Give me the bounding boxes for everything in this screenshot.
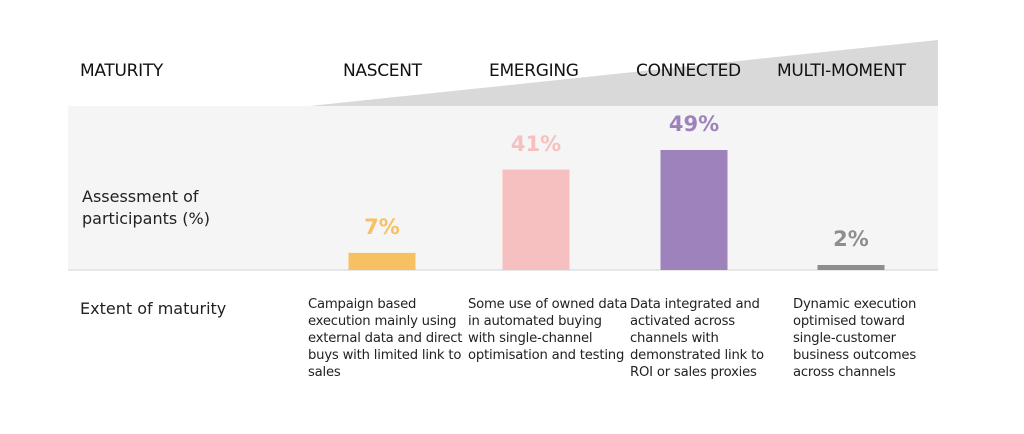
category-nascent: NASCENT bbox=[343, 61, 422, 81]
category-emerging: EMERGING bbox=[489, 61, 579, 81]
value-label-connected: 49% bbox=[668, 112, 720, 136]
bar-connected bbox=[660, 150, 728, 270]
description-emerging: Some use of owned data in automated buyi… bbox=[468, 297, 628, 363]
category-connected: CONNECTED bbox=[636, 61, 741, 81]
value-label-emerging: 41% bbox=[510, 131, 562, 156]
category-multi-moment: MULTI-MOMENT bbox=[777, 61, 906, 81]
maturity-header: MATURITY bbox=[80, 61, 163, 81]
assessment-label: Assessment of participants (%) bbox=[82, 187, 210, 228]
bar-nascent bbox=[348, 252, 416, 270]
maturity-wedge bbox=[310, 40, 938, 106]
extent-label: Extent of maturity bbox=[80, 299, 227, 318]
description-nascent: Campaign based execution mainly using ex… bbox=[308, 297, 463, 380]
value-label-nascent: 7% bbox=[364, 214, 400, 239]
bar-emerging bbox=[502, 169, 570, 270]
bar-multi-moment bbox=[817, 265, 885, 270]
value-label-multi-moment: 2% bbox=[833, 227, 869, 251]
description-multi-moment: Dynamic execution optimised toward singl… bbox=[793, 297, 917, 380]
description-connected: Data integrated and activated across cha… bbox=[630, 297, 764, 380]
